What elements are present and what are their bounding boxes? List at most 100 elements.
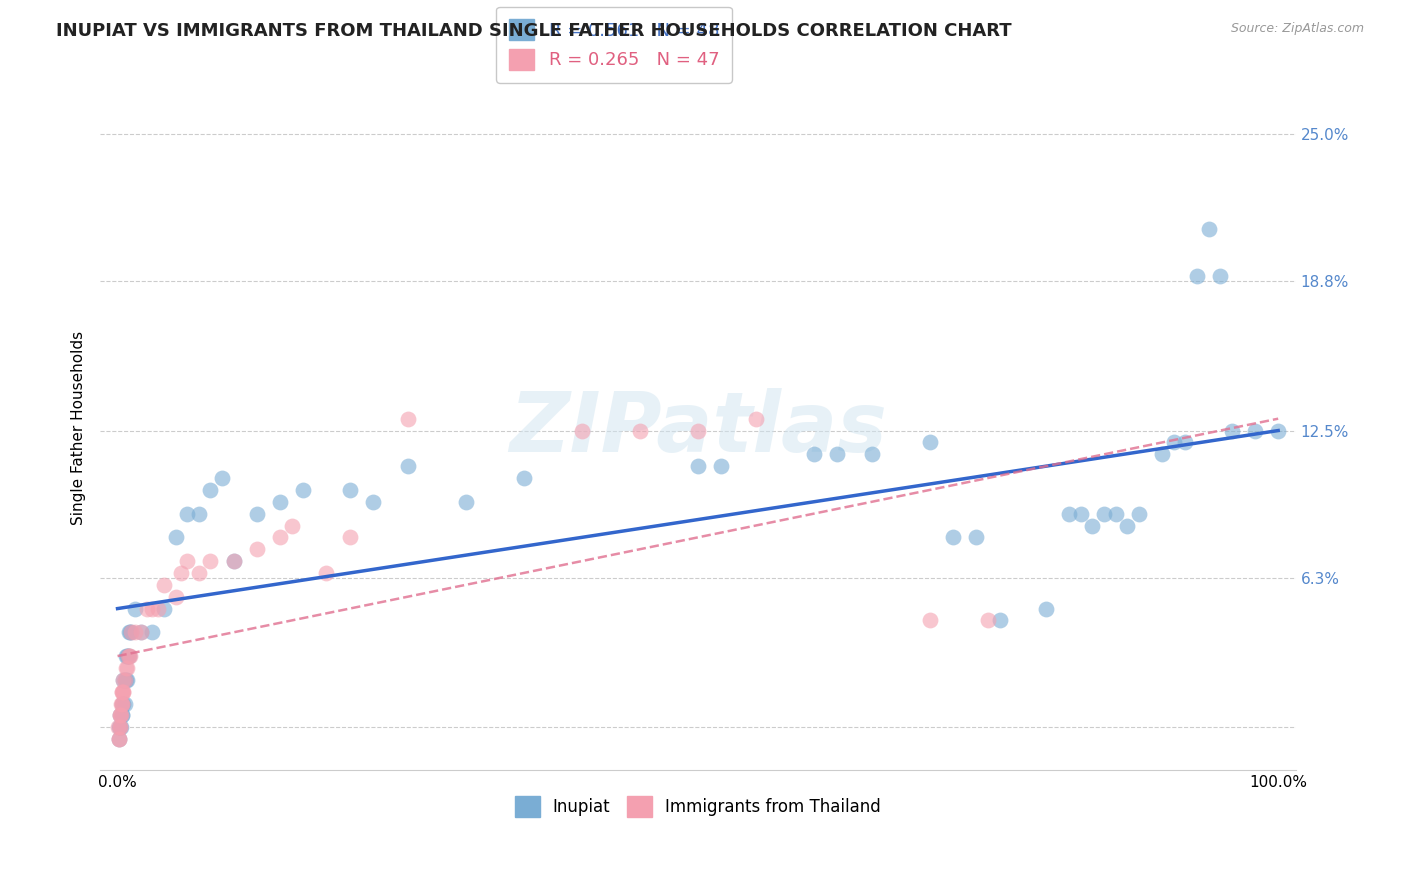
Point — [246, 507, 269, 521]
Point — [111, 708, 134, 723]
Point — [135, 601, 157, 615]
Point — [115, 673, 138, 687]
Point — [1267, 424, 1289, 438]
Point — [628, 424, 651, 438]
Point — [339, 483, 361, 497]
Point — [118, 648, 141, 663]
Point — [120, 648, 142, 663]
Point — [153, 601, 176, 615]
Point — [110, 684, 132, 698]
Point — [211, 471, 233, 485]
Point — [114, 673, 136, 687]
Point — [246, 542, 269, 557]
Point — [112, 697, 135, 711]
Point — [114, 661, 136, 675]
Point — [112, 673, 135, 687]
Point — [124, 601, 146, 615]
Point — [187, 507, 209, 521]
Point — [108, 720, 131, 734]
Point — [114, 673, 136, 687]
Point — [686, 424, 709, 438]
Point — [222, 554, 245, 568]
Point — [115, 661, 138, 675]
Point — [1035, 601, 1057, 615]
Point — [111, 684, 134, 698]
Point — [111, 684, 134, 698]
Point — [108, 708, 131, 723]
Point — [1244, 424, 1267, 438]
Point — [1174, 435, 1197, 450]
Point — [118, 625, 141, 640]
Point — [280, 518, 302, 533]
Point — [1209, 269, 1232, 284]
Point — [165, 590, 187, 604]
Point — [110, 720, 132, 734]
Point — [165, 530, 187, 544]
Point — [454, 495, 477, 509]
Point — [339, 530, 361, 544]
Point — [200, 483, 222, 497]
Point — [141, 625, 163, 640]
Point — [110, 697, 132, 711]
Point — [571, 424, 593, 438]
Point — [118, 648, 141, 663]
Point — [396, 459, 419, 474]
Point — [315, 566, 337, 580]
Point — [120, 625, 142, 640]
Point — [121, 625, 143, 640]
Point — [112, 673, 135, 687]
Point — [1220, 424, 1243, 438]
Point — [292, 483, 315, 497]
Point — [1152, 447, 1174, 461]
Point — [129, 625, 152, 640]
Point — [200, 554, 222, 568]
Point — [396, 411, 419, 425]
Point — [222, 554, 245, 568]
Point — [108, 732, 131, 747]
Point — [686, 459, 709, 474]
Text: INUPIAT VS IMMIGRANTS FROM THAILAND SINGLE FATHER HOUSEHOLDS CORRELATION CHART: INUPIAT VS IMMIGRANTS FROM THAILAND SING… — [56, 22, 1012, 40]
Point — [129, 625, 152, 640]
Point — [269, 495, 291, 509]
Point — [117, 648, 139, 663]
Point — [114, 673, 136, 687]
Point — [513, 471, 536, 485]
Text: Source: ZipAtlas.com: Source: ZipAtlas.com — [1230, 22, 1364, 36]
Point — [942, 530, 965, 544]
Point — [112, 684, 135, 698]
Point — [121, 625, 143, 640]
Y-axis label: Single Father Households: Single Father Households — [72, 331, 86, 525]
Point — [107, 732, 129, 747]
Point — [1057, 507, 1080, 521]
Point — [110, 720, 132, 734]
Point — [110, 697, 132, 711]
Point — [141, 601, 163, 615]
Point — [110, 708, 132, 723]
Point — [110, 708, 132, 723]
Point — [361, 495, 384, 509]
Point — [117, 648, 139, 663]
Point — [918, 614, 941, 628]
Point — [988, 614, 1011, 628]
Point — [1198, 221, 1220, 235]
Point — [803, 447, 825, 461]
Point — [710, 459, 733, 474]
Point — [1116, 518, 1139, 533]
Point — [965, 530, 987, 544]
Point — [153, 578, 176, 592]
Point — [107, 720, 129, 734]
Point — [1081, 518, 1104, 533]
Point — [170, 566, 193, 580]
Point — [176, 554, 198, 568]
Legend: Inupiat, Immigrants from Thailand: Inupiat, Immigrants from Thailand — [508, 789, 887, 823]
Text: ZIPatlas: ZIPatlas — [509, 388, 887, 468]
Point — [111, 697, 134, 711]
Point — [860, 447, 883, 461]
Point — [111, 697, 134, 711]
Point — [977, 614, 1000, 628]
Point — [146, 601, 169, 615]
Point — [1185, 269, 1208, 284]
Point — [918, 435, 941, 450]
Point — [1105, 507, 1128, 521]
Point — [114, 648, 136, 663]
